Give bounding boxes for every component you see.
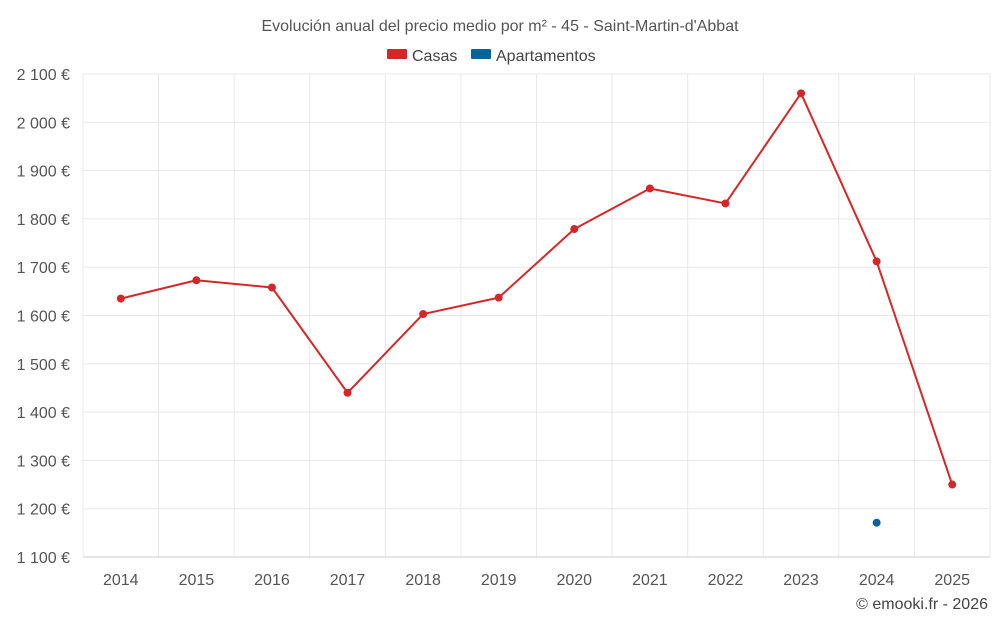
y-tick-label: 1 800 € xyxy=(17,212,70,229)
y-tick-label: 1 500 € xyxy=(17,357,70,374)
x-tick-label: 2015 xyxy=(179,572,215,589)
y-tick-label: 1 100 € xyxy=(17,550,70,567)
data-point-casas[interactable] xyxy=(948,480,957,489)
y-tick-label: 1 900 € xyxy=(17,164,70,181)
legend-swatch-casas[interactable] xyxy=(387,49,407,59)
chart-title: Evolución anual del precio medio por m² … xyxy=(261,18,739,35)
data-point-casas[interactable] xyxy=(872,257,881,266)
x-tick-label: 2022 xyxy=(708,572,744,589)
x-tick-label: 2014 xyxy=(103,572,139,589)
legend-label-casas[interactable]: Casas xyxy=(412,48,457,65)
y-tick-label: 1 200 € xyxy=(17,502,70,519)
grid-lines xyxy=(82,73,991,558)
y-tick-label: 1 300 € xyxy=(17,453,70,470)
data-point-casas[interactable] xyxy=(267,283,276,292)
x-tick-label: 2024 xyxy=(859,572,895,589)
data-point-casas[interactable] xyxy=(645,184,654,193)
data-point-casas[interactable] xyxy=(797,89,806,98)
data-point-casas[interactable] xyxy=(570,225,579,234)
data-point-casas[interactable] xyxy=(494,293,503,302)
data-point-casas[interactable] xyxy=(116,294,125,303)
y-tick-label: 1 400 € xyxy=(17,405,70,422)
y-axis: 1 100 € 1 200 € 1 300 € 1 400 € 1 500 € 1 600… xyxy=(17,67,70,567)
data-point-casas[interactable] xyxy=(721,199,730,208)
x-tick-label: 2020 xyxy=(556,572,592,589)
series-layer xyxy=(116,89,957,527)
x-tick-label: 2017 xyxy=(330,572,366,589)
y-tick-label: 2 100 € xyxy=(17,67,70,84)
legend-swatch-apartamentos[interactable] xyxy=(471,49,491,59)
y-tick-label: 2 000 € xyxy=(17,115,70,132)
series-line-casas xyxy=(120,92,954,485)
x-tick-label: 2016 xyxy=(254,572,290,589)
data-point-apartamentos[interactable] xyxy=(872,518,881,527)
x-tick-label: 2019 xyxy=(481,572,517,589)
y-tick-label: 1 700 € xyxy=(17,260,70,277)
x-tick-label: 2025 xyxy=(934,572,970,589)
x-tick-label: 2018 xyxy=(405,572,441,589)
y-tick-label: 1 600 € xyxy=(17,309,70,326)
data-point-casas[interactable] xyxy=(192,276,201,285)
legend: Casas Apartamentos xyxy=(387,48,596,65)
x-tick-label: 2021 xyxy=(632,572,668,589)
data-point-casas[interactable] xyxy=(343,388,352,397)
credit-label: © emooki.fr - 2026 xyxy=(856,596,988,613)
data-point-casas[interactable] xyxy=(419,310,428,319)
x-axis: 2014 2015 2016 2017 2018 2019 2020 2021 2022 2023… xyxy=(83,556,990,589)
x-tick-label: 2023 xyxy=(783,572,819,589)
legend-label-apartamentos[interactable]: Apartamentos xyxy=(496,48,596,65)
